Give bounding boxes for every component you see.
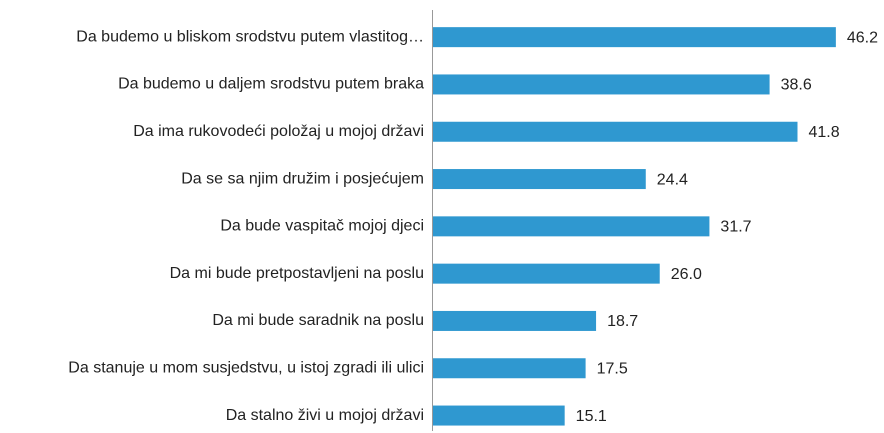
category-label: Da mi bude saradnik na poslu xyxy=(212,312,424,329)
category-label: Da stalno živi u mojoj državi xyxy=(226,407,424,424)
category-label: Da mi bude pretpostavljeni na poslu xyxy=(170,265,424,282)
bar xyxy=(433,121,798,142)
value-label: 46.2 xyxy=(847,29,878,46)
category-label: Da budemo u daljem srodstvu putem braka xyxy=(118,76,424,93)
value-label: 31.7 xyxy=(720,219,751,236)
bar xyxy=(433,405,565,426)
value-label: 17.5 xyxy=(597,360,628,377)
value-label: 26.0 xyxy=(671,266,702,283)
bar xyxy=(433,169,646,190)
bar xyxy=(433,27,836,48)
bar xyxy=(433,74,770,95)
value-label: 41.8 xyxy=(808,124,839,141)
category-label: Da bude vaspitač mojoj djeci xyxy=(220,218,424,235)
value-label: 38.6 xyxy=(781,77,812,94)
bar xyxy=(433,216,710,237)
value-label: 15.1 xyxy=(576,408,607,425)
bar xyxy=(433,358,586,379)
category-label: Da budemo u bliskom srodstvu putem vlast… xyxy=(76,28,424,45)
category-label: Da se sa njim družim i posjećujem xyxy=(181,170,424,187)
bar xyxy=(433,263,660,284)
category-label: Da ima rukovodeći položaj u mojoj državi xyxy=(133,123,424,140)
bar xyxy=(433,310,597,331)
value-label: 18.7 xyxy=(607,313,638,330)
category-label: Da stanuje u mom susjedstvu, u istoj zgr… xyxy=(68,359,424,376)
value-label: 24.4 xyxy=(657,171,688,188)
